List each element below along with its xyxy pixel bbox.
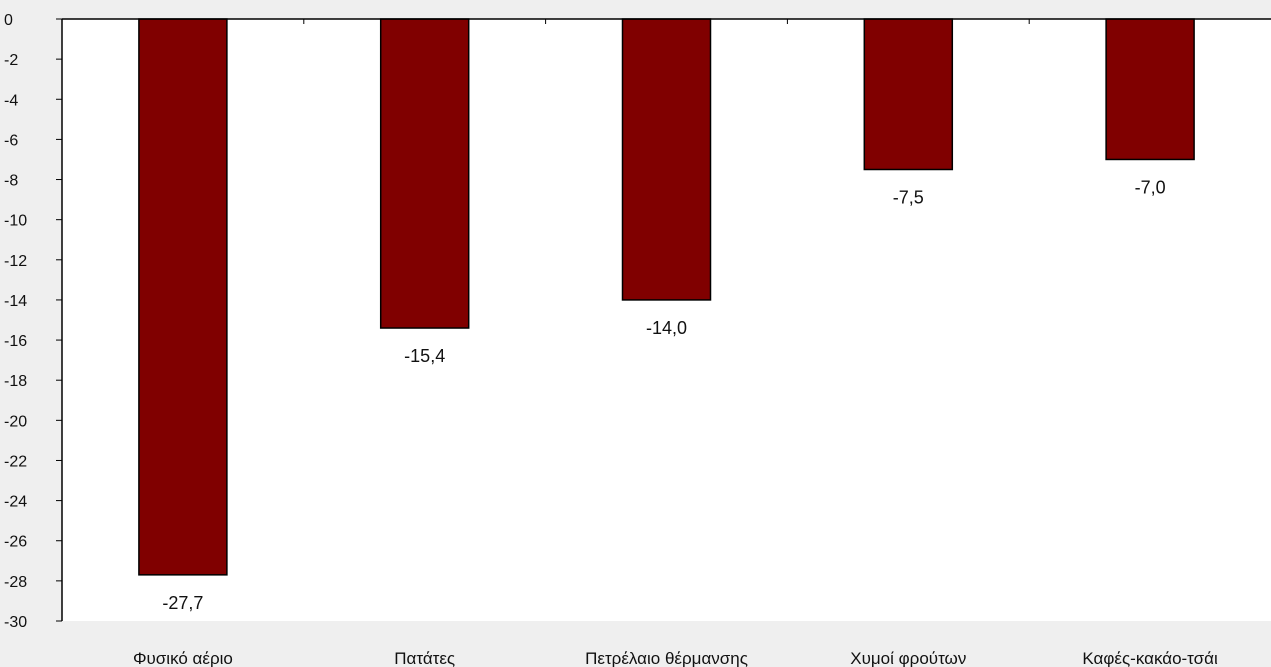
y-tick-label: -18 [4,373,27,390]
category-label: Πετρέλαιο θέρμανσης [585,649,748,667]
y-tick-label: -22 [4,453,27,470]
y-tick-label: 0 [4,12,13,29]
y-tick-label: -14 [4,293,27,310]
y-tick-label: -6 [4,132,18,149]
data-label: -15,4 [404,346,445,366]
y-tick-label: -12 [4,253,27,270]
y-tick-label: -28 [4,574,27,591]
y-tick-label: -4 [4,92,18,109]
y-tick-label: -26 [4,534,27,551]
category-label: Χυμοί φρούτων [850,649,966,667]
y-tick-label: -10 [4,213,27,230]
category-label: Φυσικό αέριο [133,649,233,667]
bar [863,18,954,171]
bar [1105,18,1195,161]
y-tick-label: -20 [4,413,27,430]
bar [138,18,228,576]
data-label: -7,0 [1135,177,1166,197]
category-label: Πατάτες [394,649,455,667]
data-label: -14,0 [646,318,687,338]
bar [621,18,712,301]
y-tick-label: -8 [4,173,18,190]
y-tick-label: -16 [4,333,27,350]
data-label: -7,5 [893,188,924,208]
y-tick-label: -24 [4,494,27,511]
category-label: Καφές-κακάο-τσάι [1082,649,1218,667]
y-tick-label: -30 [4,614,27,631]
y-tick-label: -2 [4,52,18,69]
data-label: -27,7 [162,593,203,613]
bar [379,18,470,329]
